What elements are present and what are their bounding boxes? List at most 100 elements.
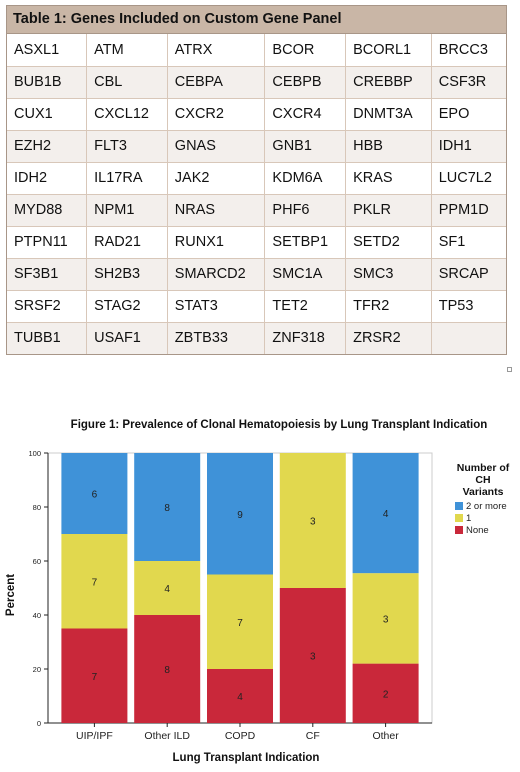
legend-label: None: [466, 525, 489, 536]
gene-cell: SF3B1: [7, 257, 88, 290]
table-row: BUB1B CBL CEBPA CEBPB CREBBP CSF3R: [7, 65, 506, 98]
bar-count-label: 8: [164, 665, 170, 676]
bar-count-label: 9: [237, 510, 243, 521]
gene-cell: SRSF2: [7, 289, 88, 322]
gene-cell: CXCR2: [167, 97, 266, 130]
gene-cell: SMARCD2: [167, 257, 266, 290]
gene-cell: SETD2: [345, 225, 432, 258]
y-tick-label: 0: [37, 719, 41, 728]
gene-cell: [431, 321, 506, 354]
gene-cell: BRCC3: [438, 41, 488, 58]
bar-segment: [207, 453, 273, 575]
bar-segment: [134, 453, 201, 561]
bar-segment: [207, 574, 273, 669]
y-tick-label: 60: [33, 557, 41, 566]
bar-count-label: 6: [92, 490, 98, 501]
bar-segment: [61, 628, 128, 723]
gene-cell: TP53: [431, 289, 506, 322]
gene-cell: TUBB1: [7, 321, 88, 354]
bar-count-label: 3: [383, 614, 389, 625]
gene-cell: TFR2: [345, 289, 432, 322]
gene-cell: PPM1D: [431, 193, 506, 226]
gene-cell: SF1: [431, 225, 506, 258]
gene-cell: CBL: [86, 65, 168, 98]
gene-cell: EPO: [431, 97, 506, 130]
bar-segment: [61, 453, 128, 534]
gene-cell: NRAS: [167, 193, 266, 226]
table-row: CUX1 CXCL12 CXCR2 CXCR4 DNMT3A EPO: [7, 97, 506, 130]
table-row: MYD88 NPM1 NRAS PHF6 PKLR PPM1D: [7, 193, 506, 226]
gene-cell: BCOR: [264, 34, 347, 66]
gene-cell: ASXL1: [7, 34, 88, 66]
x-tick-label: Other ILD: [144, 730, 190, 742]
table-row: SRSF2 STAG2 STAT3 TET2 TFR2 TP53: [7, 289, 506, 322]
gene-cell: CXCL12: [86, 97, 168, 130]
gene-cell: IDH1: [431, 129, 506, 162]
bar-segment: [134, 561, 201, 615]
bar-segment: [134, 615, 201, 723]
y-tick-label: 40: [33, 611, 41, 620]
gene-cell: LUC7L2: [431, 161, 506, 194]
gene-cell: SH2B3: [86, 257, 168, 290]
bar-segment: [352, 453, 419, 574]
bar-segment: [279, 588, 346, 723]
gene-cell: NPM1: [86, 193, 168, 226]
legend-label: 1: [466, 513, 471, 524]
chart-svg: Figure 1: Prevalence of Clonal Hematopoi…: [5, 419, 510, 764]
legend-swatch: [455, 502, 463, 510]
gene-cell: MYD88: [7, 193, 88, 226]
bar-count-label: 7: [92, 672, 98, 683]
gene-cell: SRCAP: [431, 257, 506, 290]
gene-cell: CUX1: [7, 97, 88, 130]
gene-cell: FLT3: [86, 129, 168, 162]
table-row: TUBB1 USAF1 ZBTB33 ZNF318 ZRSR2: [7, 321, 506, 354]
table-row: IDH2 IL17RA JAK2 KDM6A KRAS LUC7L2: [7, 161, 506, 194]
bar-count-label: 4: [237, 692, 243, 703]
gene-cell: GNB1: [264, 129, 347, 162]
gene-cell: PKLR: [345, 193, 432, 226]
bar-segment: [352, 663, 419, 723]
gene-cell: KDM6A: [264, 161, 347, 194]
bar-count-label: 4: [164, 584, 170, 595]
bar-segment: [352, 573, 419, 664]
table-resize-handle[interactable]: [507, 367, 512, 372]
bar-count-label: 7: [92, 577, 98, 588]
gene-cell: CEBPB: [264, 65, 347, 98]
y-tick-label: 80: [33, 503, 41, 512]
gene-cell: IL17RA: [86, 161, 168, 194]
gene-cell: EZH2: [7, 129, 88, 162]
x-tick-label: Other: [372, 730, 399, 742]
gene-cell: STAG2: [86, 289, 168, 322]
gene-cell: RAD21: [86, 225, 168, 258]
table-title: Table 1: Genes Included on Custom Gene P…: [7, 6, 506, 34]
chart-title: Figure 1: Prevalence of Clonal Hematopoi…: [71, 419, 488, 431]
gene-cell: HBB: [345, 129, 432, 162]
bar-count-label: 3: [310, 517, 316, 528]
bar-count-label: 7: [237, 618, 243, 629]
gene-cell: PTPN11: [7, 225, 88, 258]
gene-cell: ATM: [86, 34, 168, 66]
gene-cell: SMC3: [345, 257, 432, 290]
legend-swatch: [455, 526, 463, 534]
legend-swatch: [455, 514, 463, 522]
gene-cell: ZNF318: [264, 321, 347, 354]
gene-cell: KRAS: [345, 161, 432, 194]
y-tick-label: 20: [33, 665, 41, 674]
y-tick-label: 100: [28, 449, 41, 458]
bar-segment: [61, 534, 128, 629]
bar-count-label: 2: [383, 689, 389, 700]
gene-cell: BUB1B: [7, 65, 88, 98]
gene-cell: BCORL1: [345, 34, 432, 66]
x-tick-label: CF: [306, 730, 320, 742]
gene-cell: RUNX1: [167, 225, 266, 258]
gene-cell: ZRSR2: [345, 321, 432, 354]
gene-cell: CSF3R: [431, 65, 506, 98]
gene-table-body: ASXL1 ATM ATRX BCOR BCORL1 BRCC3 BUB1B CBL CEBPA…: [7, 34, 506, 354]
gene-cell: SETBP1: [264, 225, 347, 258]
y-axis-label: Percent: [5, 574, 17, 616]
gene-cell: USAF1: [86, 321, 168, 354]
bar-segment: [279, 453, 346, 588]
x-tick-label: UIP/IPF: [76, 730, 113, 742]
bar-segment: [207, 669, 273, 723]
